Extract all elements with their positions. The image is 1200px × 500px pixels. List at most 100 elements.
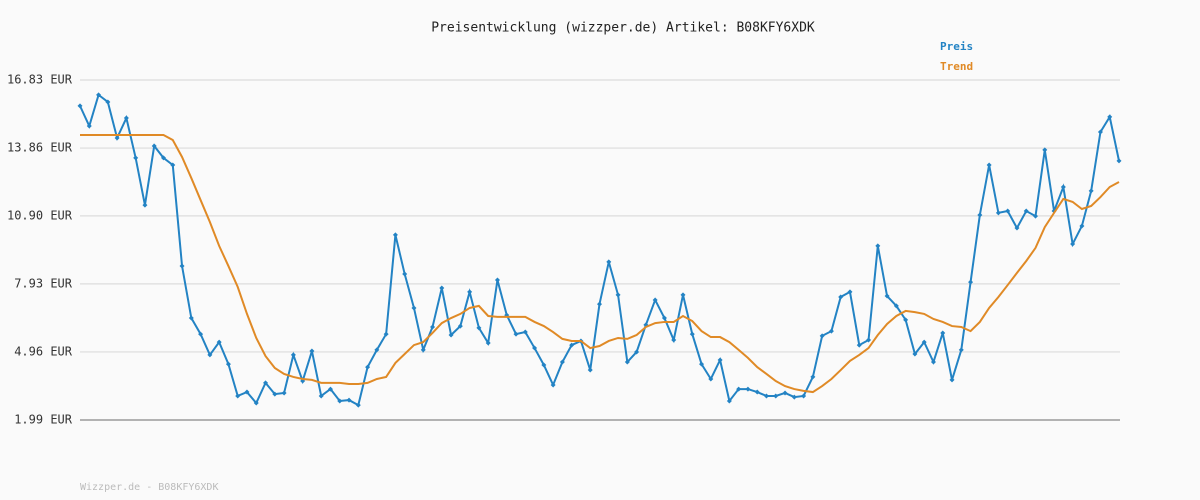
marker bbox=[773, 393, 779, 399]
marker bbox=[439, 285, 445, 291]
marker bbox=[225, 361, 231, 367]
marker bbox=[374, 347, 380, 353]
marker bbox=[977, 212, 983, 218]
marker bbox=[699, 361, 705, 367]
y-tick-label: 16.83 EUR bbox=[7, 73, 73, 87]
marker bbox=[272, 391, 278, 397]
marker bbox=[290, 352, 296, 358]
marker bbox=[1097, 129, 1103, 135]
marker bbox=[207, 352, 213, 358]
marker bbox=[467, 289, 473, 295]
marker bbox=[281, 390, 287, 396]
marker bbox=[309, 348, 315, 354]
marker bbox=[597, 301, 602, 307]
marker bbox=[652, 297, 658, 303]
marker bbox=[337, 398, 343, 404]
legend-entry: Preis bbox=[940, 40, 973, 53]
marker bbox=[1023, 208, 1029, 214]
marker bbox=[105, 99, 111, 105]
legend-entry: Trend bbox=[940, 60, 973, 73]
footer: Wizzper.de - B08KFY6XDK bbox=[80, 482, 218, 493]
marker bbox=[1060, 184, 1066, 190]
marker bbox=[893, 303, 899, 309]
marker bbox=[847, 289, 853, 295]
marker bbox=[1088, 188, 1094, 194]
marker bbox=[921, 339, 927, 345]
marker bbox=[1042, 147, 1048, 153]
marker bbox=[763, 393, 769, 399]
marker bbox=[170, 162, 176, 168]
marker bbox=[671, 337, 677, 343]
marker bbox=[634, 349, 640, 355]
marker bbox=[318, 393, 324, 399]
marker bbox=[819, 333, 825, 339]
marker bbox=[838, 294, 844, 300]
marker bbox=[828, 328, 834, 334]
marker bbox=[430, 324, 436, 330]
marker bbox=[930, 359, 936, 365]
marker bbox=[949, 377, 955, 383]
marker bbox=[383, 331, 389, 337]
marker bbox=[541, 362, 547, 368]
marker bbox=[550, 382, 556, 388]
marker bbox=[782, 390, 788, 396]
y-tick-label: 13.86 EUR bbox=[7, 141, 73, 155]
marker bbox=[708, 376, 714, 382]
marker bbox=[615, 292, 621, 298]
marker bbox=[86, 123, 92, 129]
marker bbox=[587, 367, 593, 373]
marker bbox=[133, 155, 139, 161]
marker bbox=[624, 359, 630, 365]
marker bbox=[606, 259, 612, 265]
marker bbox=[745, 386, 751, 392]
marker bbox=[791, 394, 797, 400]
marker bbox=[188, 315, 194, 321]
marker bbox=[151, 143, 157, 149]
marker bbox=[411, 305, 417, 311]
marker bbox=[559, 359, 565, 365]
marker bbox=[810, 374, 816, 380]
y-tick-label: 10.90 EUR bbox=[7, 208, 73, 222]
marker bbox=[448, 332, 454, 338]
marker bbox=[940, 330, 946, 336]
marker bbox=[717, 357, 723, 363]
marker bbox=[1116, 158, 1122, 164]
line-trend bbox=[80, 133, 1120, 394]
marker bbox=[114, 135, 120, 141]
marker bbox=[160, 155, 166, 161]
marker bbox=[346, 397, 352, 403]
marker bbox=[96, 92, 102, 98]
marker bbox=[420, 347, 426, 353]
marker bbox=[142, 202, 148, 208]
marker bbox=[1005, 208, 1011, 214]
marker bbox=[365, 364, 371, 370]
marker bbox=[680, 292, 686, 298]
marker bbox=[968, 279, 974, 285]
marker bbox=[1079, 223, 1085, 229]
marker bbox=[244, 389, 250, 395]
marker bbox=[995, 210, 1001, 216]
marker bbox=[392, 232, 398, 238]
marker bbox=[123, 115, 129, 121]
y-tick-label: 7.93 EUR bbox=[14, 276, 73, 290]
marker bbox=[485, 340, 491, 346]
marker bbox=[1033, 213, 1039, 219]
y-tick-label: 1.99 EUR bbox=[14, 413, 73, 427]
marker bbox=[986, 162, 992, 168]
marker bbox=[532, 345, 538, 351]
marker bbox=[754, 389, 760, 395]
marker bbox=[1070, 241, 1076, 247]
marker bbox=[661, 315, 667, 321]
marker bbox=[263, 380, 269, 386]
marker bbox=[866, 337, 872, 343]
marker bbox=[494, 277, 500, 283]
marker bbox=[884, 293, 890, 299]
marker bbox=[569, 342, 575, 348]
marker bbox=[912, 351, 918, 357]
marker bbox=[457, 323, 463, 329]
marker bbox=[856, 342, 862, 348]
marker bbox=[476, 325, 482, 331]
